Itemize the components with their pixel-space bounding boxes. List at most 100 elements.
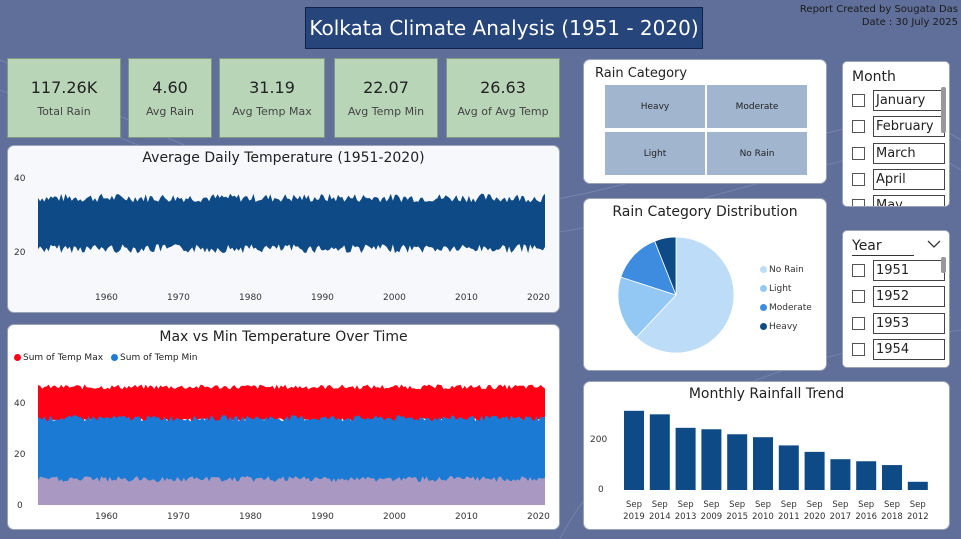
chart-legend: Sum of Temp Max Sum of Temp Min [14, 353, 197, 363]
x-tick: 1980 [239, 512, 262, 522]
y-tick: 40 [14, 174, 26, 184]
bar[interactable] [624, 410, 644, 490]
year-option-1953[interactable]: 1953 [852, 312, 945, 334]
legend-label: No Rain [769, 265, 804, 275]
bar[interactable] [830, 459, 851, 490]
bar[interactable] [907, 481, 928, 490]
x-tick-month: Sep [652, 500, 668, 510]
x-tick-year: 2017 [830, 512, 852, 522]
maxmin-chart-card[interactable]: Max vs Min Temperature Over Time Sum of … [7, 324, 560, 530]
x-tick: 1990 [311, 293, 334, 303]
checkbox[interactable] [852, 342, 865, 356]
avg-temp-chart-card[interactable]: Average Daily Temperature (1951-2020) 40… [7, 145, 560, 313]
year-option-1954[interactable]: 1954 [852, 338, 945, 360]
pie-slice-moderate[interactable] [620, 240, 677, 296]
legend-no-rain[interactable]: No Rain [760, 261, 812, 280]
checkbox[interactable] [852, 146, 865, 160]
option-label: January [873, 89, 945, 111]
x-tick-year: 2009 [701, 512, 723, 522]
pie-slice-light[interactable] [617, 276, 677, 338]
month-option-may[interactable]: May [852, 194, 945, 206]
month-option-march[interactable]: March [852, 142, 945, 164]
x-tick-year: 2020 [804, 512, 826, 522]
chevron-down-icon[interactable] [927, 239, 941, 249]
chart-title: Monthly Rainfall Trend [688, 386, 845, 402]
x-tick: 2000 [383, 293, 406, 303]
x-tick-month: Sep [626, 500, 642, 510]
bar[interactable] [649, 414, 670, 490]
y-tick: 200 [590, 435, 607, 445]
kpi-label: Avg Temp Min [347, 105, 425, 118]
bar[interactable] [727, 434, 748, 490]
legend-moderate[interactable]: Moderate [760, 299, 812, 318]
x-tick-year: 2018 [881, 512, 903, 522]
x-tick: 2020 [527, 512, 550, 522]
kpi-value: 22.07 [363, 78, 409, 97]
kpi-avg-temp-min: 22.07 Avg Temp Min [334, 58, 438, 138]
month-option-february[interactable]: February [852, 115, 945, 137]
bar[interactable] [778, 445, 799, 490]
legend-dot [14, 354, 21, 361]
kpi-label: Avg Temp Max [232, 105, 312, 118]
kpi-value: 117.26K [30, 78, 98, 97]
kpi-avg-rain: 4.60 Avg Rain [128, 58, 212, 138]
legend-light[interactable]: Light [760, 280, 812, 299]
checkbox[interactable] [852, 172, 865, 186]
month-scrollbar[interactable] [941, 87, 946, 133]
x-tick-year: 2019 [623, 512, 645, 522]
legend-dot [111, 354, 119, 361]
x-tick: 1960 [95, 512, 118, 522]
option-label: 1954 [873, 338, 945, 360]
checkbox[interactable] [852, 198, 865, 206]
legend-temp-max[interactable]: Sum of Temp Max [14, 353, 103, 363]
checkbox[interactable] [852, 263, 865, 277]
credit-date: Date : 30 July 2025 [861, 17, 958, 28]
pie-slice-no-rain[interactable] [635, 236, 735, 354]
legend-dot [760, 285, 767, 292]
checkbox[interactable] [852, 93, 865, 107]
x-tick-year: 2010 [752, 512, 774, 522]
year-option-1951[interactable]: 1951 [852, 259, 945, 281]
y-tick: 20 [14, 450, 26, 460]
rain-distribution-card[interactable]: Rain Category Distribution No Rain Light… [583, 198, 827, 371]
rain-category-moderate[interactable]: Moderate [707, 85, 807, 128]
bar[interactable] [753, 437, 773, 490]
month-option-january[interactable]: January [852, 89, 945, 111]
monthly-rainfall-chart: 200 0 Sep 2019 Sep 2014 Sep 2013 Sep 2009 Sep 201… [590, 410, 929, 522]
legend-dot [760, 304, 767, 311]
bar[interactable] [804, 451, 825, 490]
option-label: April [873, 168, 945, 190]
chart-title: Average Daily Temperature (1951-2020) [142, 150, 425, 166]
bar[interactable] [882, 465, 902, 490]
rain-category-no-rain[interactable]: No Rain [707, 132, 807, 175]
pie-slice-heavy[interactable] [654, 236, 677, 296]
chart-title: Rain Category Distribution [612, 204, 798, 220]
x-tick: 1970 [167, 512, 190, 522]
x-tick-month: Sep [781, 500, 797, 510]
legend-dot [760, 266, 767, 273]
rain-category-light[interactable]: Light [605, 132, 705, 175]
legend-label: Light [769, 284, 792, 294]
rain-category-heavy[interactable]: Heavy [605, 85, 705, 128]
checkbox[interactable] [852, 316, 865, 330]
legend-temp-min[interactable]: Sum of Temp Min [111, 353, 197, 363]
legend-heavy[interactable]: Heavy [760, 318, 812, 337]
x-tick-month: Sep [755, 500, 771, 510]
checkbox[interactable] [852, 119, 865, 133]
year-slicer: Year 1951 1952 1953 1954 [842, 230, 950, 368]
checkbox[interactable] [852, 289, 865, 303]
bar[interactable] [675, 427, 696, 490]
year-scrollbar[interactable] [941, 257, 946, 273]
bar[interactable] [856, 461, 877, 490]
month-option-april[interactable]: April [852, 168, 945, 190]
option-label: February [873, 115, 945, 137]
x-tick: 1990 [311, 512, 334, 522]
monthly-rainfall-card[interactable]: Monthly Rainfall Trend 200 0 Sep 2019 Sep 2… [583, 381, 950, 530]
page-title: Kolkata Climate Analysis (1951 - 2020) [305, 7, 703, 49]
year-option-1952[interactable]: 1952 [852, 285, 945, 307]
bar[interactable] [701, 429, 722, 490]
kpi-total-rain: 117.26K Total Rain [7, 58, 121, 138]
y-tick: 20 [14, 248, 26, 258]
x-tick-year: 2011 [778, 512, 800, 522]
kpi-value: 4.60 [152, 78, 188, 97]
